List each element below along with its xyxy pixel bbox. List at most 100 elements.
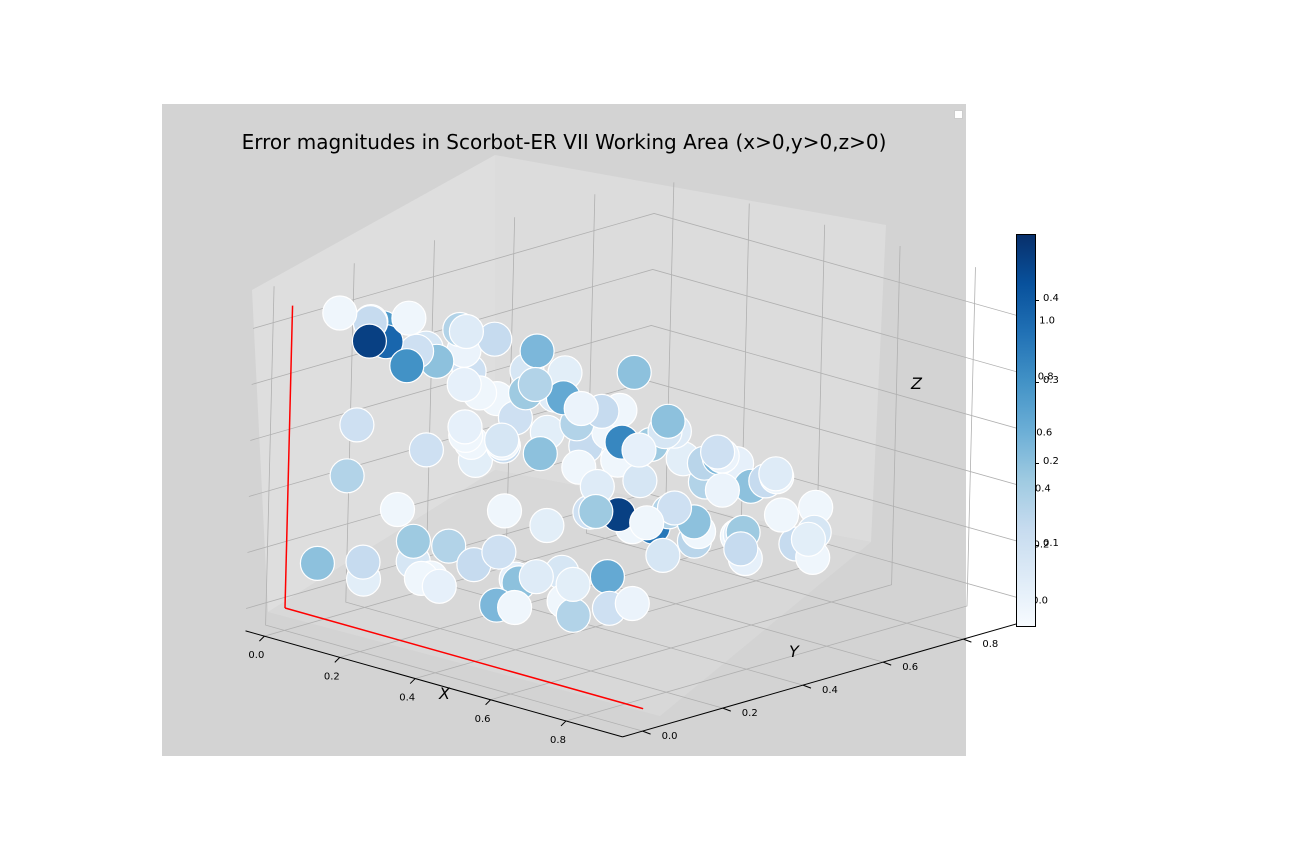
data-point: [763, 497, 800, 533]
data-point: [446, 366, 482, 403]
colorbar-tick-mark: [1035, 300, 1039, 302]
z-tick-label: 0.6: [1036, 427, 1052, 438]
grid-line-y: [585, 194, 964, 640]
data-point: [517, 366, 553, 403]
data-point: [299, 545, 335, 582]
x-tick-label: 0.2: [324, 671, 340, 682]
data-point: [616, 354, 652, 390]
data-point: [589, 558, 626, 595]
x-axis-line: [245, 630, 623, 738]
x-tick-mark: [560, 720, 567, 727]
colorbar-tick-label: 0.2: [1043, 456, 1059, 468]
data-point: [790, 521, 827, 557]
data-point: [621, 432, 657, 468]
data-point: [481, 534, 517, 570]
reference-lines: [284, 305, 644, 710]
data-point: [395, 523, 431, 559]
y-tick-label: 0.4: [822, 685, 838, 696]
data-point: [339, 407, 375, 443]
grid-line-y: [265, 286, 643, 732]
colorbar: [1016, 234, 1036, 627]
data-point: [699, 434, 736, 470]
data-point: [389, 348, 425, 384]
data-point: [645, 537, 681, 574]
y-tick-label: 0.8: [982, 639, 998, 650]
data-point: [529, 507, 565, 544]
grid-line-y: [345, 263, 723, 709]
colorbar-tick-label: 0.1: [1043, 537, 1059, 549]
data-point: [421, 568, 457, 604]
data-point: [723, 531, 759, 567]
y-tick-mark: [722, 707, 731, 712]
y-tick-mark: [883, 661, 892, 666]
data-point: [758, 456, 794, 492]
data-point: [614, 585, 650, 622]
y-tick-mark: [802, 684, 812, 689]
data-point: [578, 493, 614, 530]
data-point: [496, 589, 533, 626]
chart-title: Error magnitudes in Scorbot-ER VII Worki…: [241, 130, 887, 154]
grid-line-z: [250, 325, 1029, 441]
x-axis-label: X: [439, 684, 450, 703]
legend-box: [954, 110, 963, 119]
x-tick-label: 0.6: [475, 714, 491, 725]
data-point: [518, 559, 554, 595]
data-point: [704, 472, 741, 508]
points-layer: [299, 295, 834, 633]
z-tick-label: 0.8: [1038, 371, 1054, 382]
grid-line-x: [490, 245, 901, 701]
data-point: [555, 566, 591, 603]
x-tick-mark: [409, 678, 416, 684]
data-point: [519, 333, 555, 369]
reference-line-z: [284, 305, 294, 609]
y-axis-line: [622, 621, 1024, 738]
data-point: [555, 597, 591, 633]
reference-line-x: [284, 607, 644, 710]
x-tick-label: 0.4: [399, 693, 415, 704]
z-tick-label: 0.4: [1035, 483, 1051, 494]
data-point: [345, 544, 381, 580]
data-point: [650, 403, 686, 439]
y-tick-mark: [642, 730, 651, 735]
y-tick-mark: [963, 638, 972, 643]
y-tick-label: 0.0: [662, 731, 678, 742]
z-tick-label: 0.2: [1034, 539, 1050, 550]
colorbar-tick-label: 0.3: [1043, 374, 1059, 386]
y-tick-label: 0.6: [902, 662, 918, 673]
colorbar-tick-mark: [1035, 463, 1039, 465]
y-axis-label: Y: [789, 642, 799, 661]
data-point: [351, 323, 387, 359]
data-point: [322, 295, 358, 331]
data-point: [522, 436, 558, 472]
data-point: [484, 422, 520, 458]
data-point: [622, 463, 658, 499]
z-tick-label: 1.0: [1039, 315, 1055, 326]
data-point: [447, 409, 483, 445]
z-tick-label: 0.0: [1032, 595, 1048, 606]
grid-line-z: [248, 381, 1028, 497]
colorbar-tick-label: 0.4: [1043, 293, 1059, 305]
data-point: [656, 490, 693, 526]
colorbar-tick-mark: [1035, 544, 1039, 546]
x-tick-mark: [485, 699, 491, 706]
colorbar-tick-mark: [1035, 381, 1039, 383]
data-point: [629, 505, 665, 541]
data-point: [486, 493, 523, 529]
x-tick-mark: [259, 635, 265, 642]
x-tick-label: 0.8: [550, 735, 566, 746]
data-point: [329, 458, 365, 494]
data-point: [391, 300, 427, 336]
data-point: [448, 313, 484, 350]
data-point: [563, 390, 599, 427]
x-tick-mark: [334, 656, 341, 663]
left-pane: [252, 155, 495, 612]
x-tick-label: 0.0: [248, 650, 264, 661]
data-point: [431, 528, 467, 564]
y-tick-label: 0.2: [742, 708, 758, 719]
z-axis-label: Z: [911, 374, 922, 393]
grid-line-x: [565, 267, 976, 722]
data-point: [379, 491, 416, 528]
grid-line-z: [252, 213, 1032, 329]
